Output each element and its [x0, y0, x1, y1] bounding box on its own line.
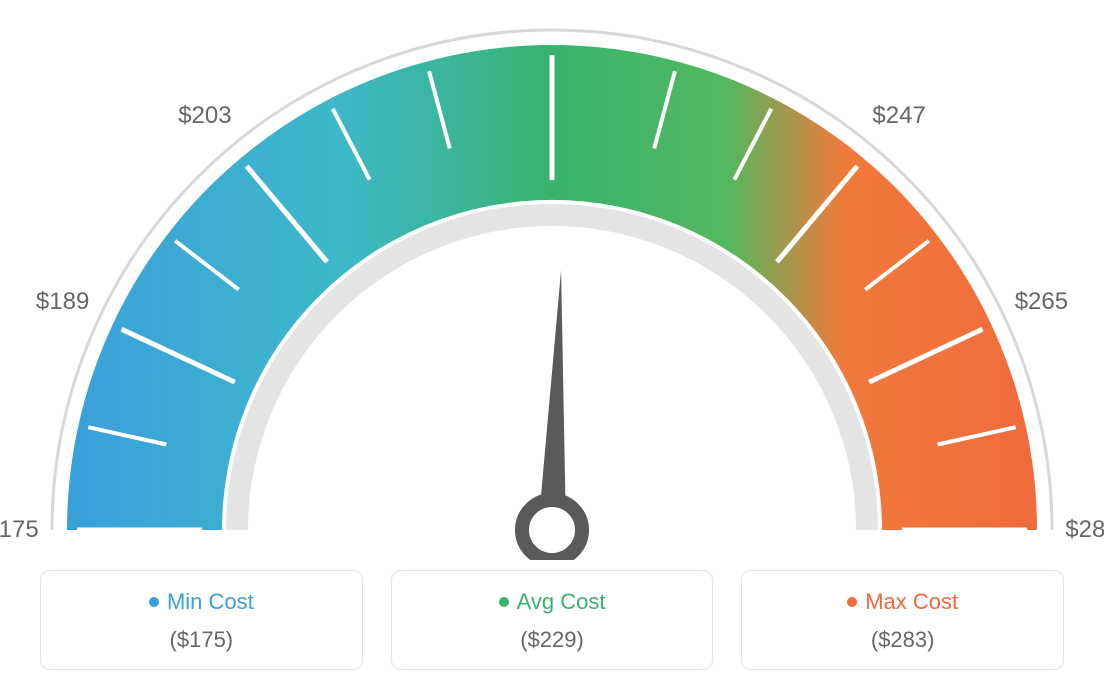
gauge-tick-label: $189 [36, 288, 89, 316]
legend-dot-max [847, 597, 857, 607]
legend-title-max-text: Max Cost [865, 589, 958, 615]
legend-card-min: Min Cost ($175) [40, 570, 363, 670]
gauge-tick-label: $175 [0, 516, 39, 544]
gauge-tick-label: $229 [525, 0, 578, 4]
legend-title-avg: Avg Cost [499, 589, 606, 615]
legend-row: Min Cost ($175) Avg Cost ($229) Max Cost… [0, 570, 1104, 670]
legend-card-avg: Avg Cost ($229) [391, 570, 714, 670]
gauge-tick-label: $265 [1015, 288, 1068, 316]
legend-card-max: Max Cost ($283) [741, 570, 1064, 670]
legend-title-min: Min Cost [149, 589, 254, 615]
legend-value-max: ($283) [752, 627, 1053, 653]
legend-dot-avg [499, 597, 509, 607]
gauge-svg [0, 0, 1104, 560]
legend-title-avg-text: Avg Cost [517, 589, 606, 615]
legend-value-avg: ($229) [402, 627, 703, 653]
gauge-tick-label: $203 [178, 102, 231, 130]
gauge-tick-label: $247 [872, 102, 925, 130]
legend-title-min-text: Min Cost [167, 589, 254, 615]
legend-value-min: ($175) [51, 627, 352, 653]
legend-title-max: Max Cost [847, 589, 958, 615]
gauge-container: $175 $189 $203 $229 $247 $265 $283 [0, 0, 1104, 560]
gauge-tick-label: $283 [1065, 516, 1104, 544]
legend-dot-min [149, 597, 159, 607]
